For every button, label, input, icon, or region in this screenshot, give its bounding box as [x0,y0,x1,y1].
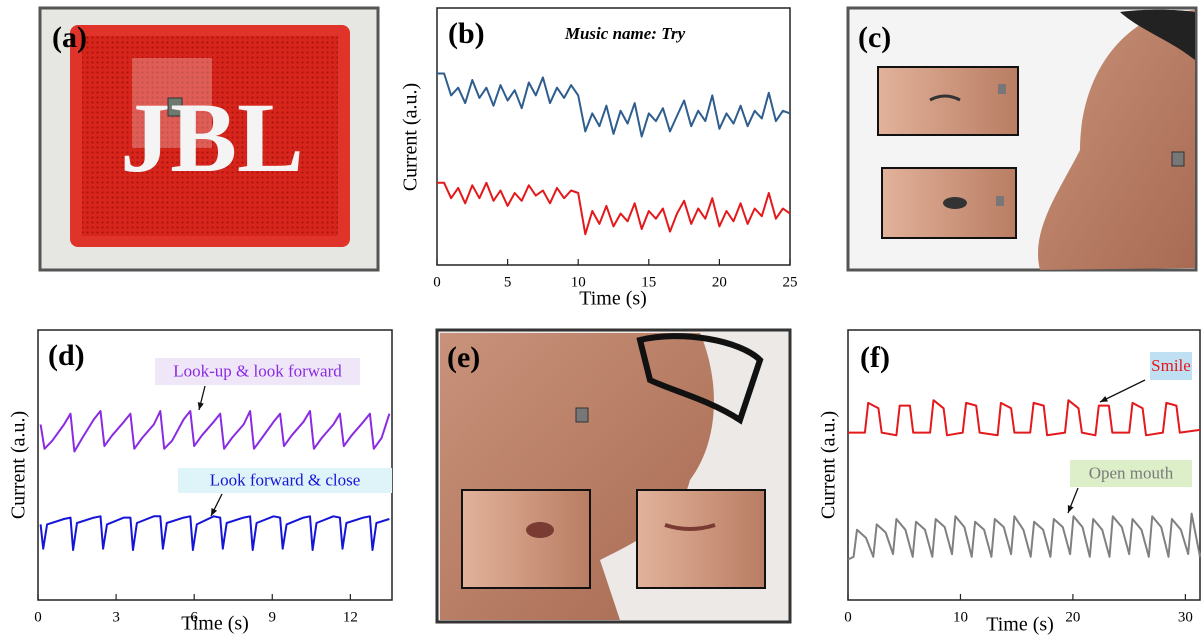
arrow-head [1068,505,1074,513]
y-axis-title: Current (a.u.) [400,83,422,191]
figure: JBL (a) (c) (e) 0510152025(b)Music name:… [0,0,1204,638]
logo: JBL [120,82,303,193]
x-tick-label: 20 [1065,609,1080,625]
y-axis-title: Current (a.u.) [818,411,840,519]
photo-e: (e) [437,330,790,622]
x-tick-label: 12 [343,609,358,625]
panel-label: (a) [52,21,87,54]
chart: 0 10 20 30 (f) Time (s) Current (a.u.) Smile Ope… [818,330,1200,636]
annotation: Open mouth [1089,463,1174,482]
signal-line [848,400,1200,435]
chart-title: Music name: Try [564,24,686,43]
x-tick-label: 0 [844,609,852,625]
annotation: Smile [1151,356,1191,375]
x-tick-label: 5 [504,274,512,290]
panel-label: (e) [447,341,480,374]
x-tick-label: 10 [953,609,968,625]
panel-label: (b) [448,17,485,50]
annotation-arrow [1100,380,1145,402]
panel-label: (c) [858,21,891,54]
y-axis-title: Current (a.u.) [8,411,30,519]
x-tick-label: 0 [433,274,441,290]
annotation: Look-up & look forward [173,361,342,380]
x-tick-label: 3 [112,609,120,625]
x-axis-title: Time (s) [181,613,249,635]
x-tick-label: 9 [269,609,277,625]
signal-line [41,411,390,452]
signal-line [41,516,390,550]
signal-line [437,74,790,137]
x-tick-label: 30 [1178,609,1193,625]
x-tick-label: 25 [783,274,798,290]
x-tick-label: 0 [34,609,42,625]
photo-a: JBL (a) [40,8,378,270]
x-axis-title: Time (s) [579,288,647,310]
signal-line [848,514,1200,560]
annotation: Look forward & close [210,470,361,489]
panel-label: (d) [48,339,85,372]
x-axis-title: Time (s) [986,614,1054,636]
panel-label: (f) [860,341,890,374]
photo-c: (c) [848,8,1196,270]
x-tick-label: 20 [712,274,727,290]
signal-line [437,183,790,234]
